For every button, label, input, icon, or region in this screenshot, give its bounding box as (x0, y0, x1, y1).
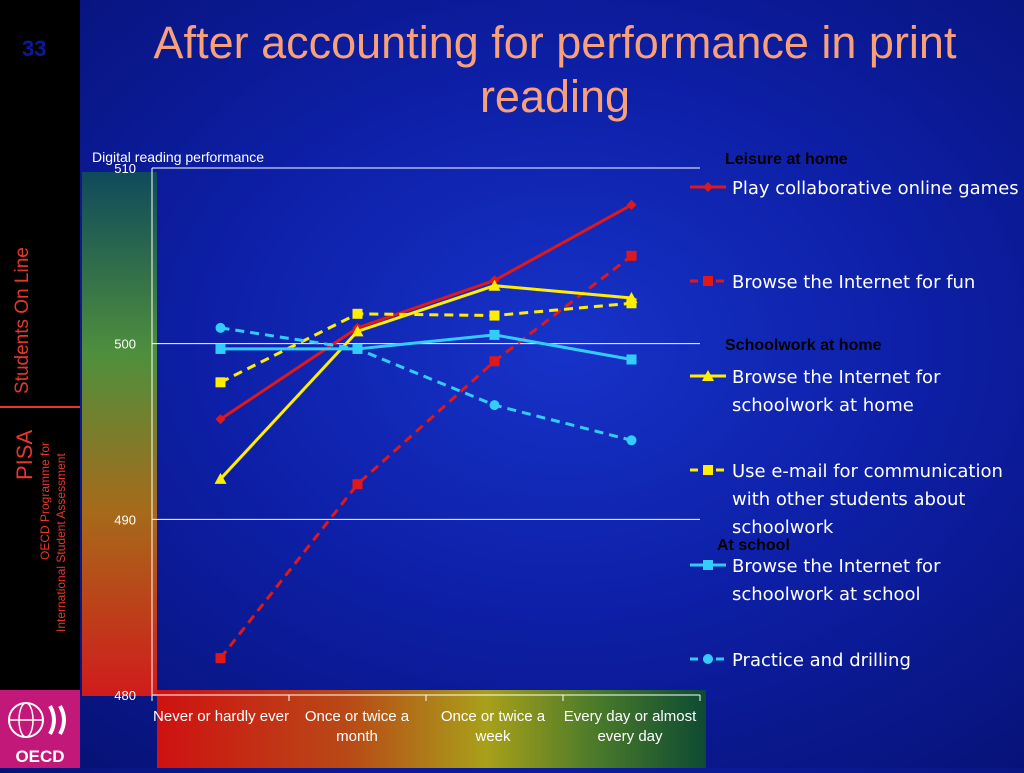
oecd-logo: OECD (0, 690, 80, 768)
y-tick-label: 510 (114, 161, 136, 176)
legend-label: Practice and drilling (732, 650, 911, 671)
y-axis-label: Digital reading performance (92, 149, 264, 165)
x-tick-label: Once or twice a week (440, 708, 546, 745)
oecd-globe-icon: OECD (8, 702, 66, 766)
series-line-2 (219, 254, 633, 660)
x-tick-label: Never or hardly ever (153, 708, 289, 725)
slide-title: After accounting for performance in prin… (153, 17, 957, 122)
data-point (215, 322, 226, 333)
legend-swatch-marker (703, 654, 713, 664)
y-tick-label: 490 (114, 512, 136, 527)
x-axis-gradient-band (157, 690, 706, 768)
data-point (626, 298, 637, 309)
series-line-3 (219, 284, 632, 480)
data-point (352, 308, 363, 319)
data-point (215, 343, 226, 354)
x-tick-label: Once or twice a month (304, 708, 410, 745)
sidebar-divider (0, 406, 80, 408)
data-point (488, 279, 501, 291)
legend-label: Browse the Internet for schoolwork at sc… (732, 556, 941, 605)
legend-label: Use e-mail for communication with other … (732, 461, 1003, 538)
series-line-1 (219, 203, 633, 421)
legend-swatch-marker (703, 182, 713, 192)
legend-heading-school: At school (717, 537, 790, 554)
data-point (214, 472, 227, 484)
data-point (215, 653, 226, 664)
data-point (489, 400, 500, 411)
data-point (626, 199, 637, 210)
legend-heading-leisure: Leisure at home (725, 151, 848, 168)
sidebar: 33 Students On Line PISA OECD Programme … (0, 0, 80, 768)
legend-swatch-marker (703, 465, 713, 475)
y-tick-label: 480 (114, 688, 136, 703)
y-axis-gradient-band (82, 172, 157, 696)
data-point (351, 325, 364, 337)
data-point (215, 414, 226, 425)
data-point (626, 354, 637, 365)
data-point (352, 479, 363, 490)
legend-swatch-marker (703, 276, 713, 286)
data-point (489, 310, 500, 321)
data-point (626, 250, 637, 261)
series-line-6 (220, 326, 632, 442)
slide-number: 33 (22, 36, 47, 61)
series-line-5 (220, 333, 632, 361)
data-point (489, 329, 500, 340)
legend-heading-schoolwork-home: Schoolwork at home (725, 337, 882, 354)
legend-label: Browse the Internet for schoolwork at ho… (732, 367, 941, 416)
legend-swatch-marker (702, 370, 714, 381)
legend-label: Play collaborative online games (732, 178, 1019, 199)
oecd-logo-text: OECD (15, 747, 64, 766)
data-point (489, 356, 500, 367)
x-tick-label: Every day or almost every day (563, 708, 697, 745)
y-tick-label: 500 (114, 337, 136, 352)
legend-swatch-marker (703, 560, 713, 570)
data-point (352, 343, 363, 354)
data-point (626, 435, 637, 446)
data-point (215, 377, 226, 388)
legend-label: Browse the Internet for fun (732, 272, 976, 293)
